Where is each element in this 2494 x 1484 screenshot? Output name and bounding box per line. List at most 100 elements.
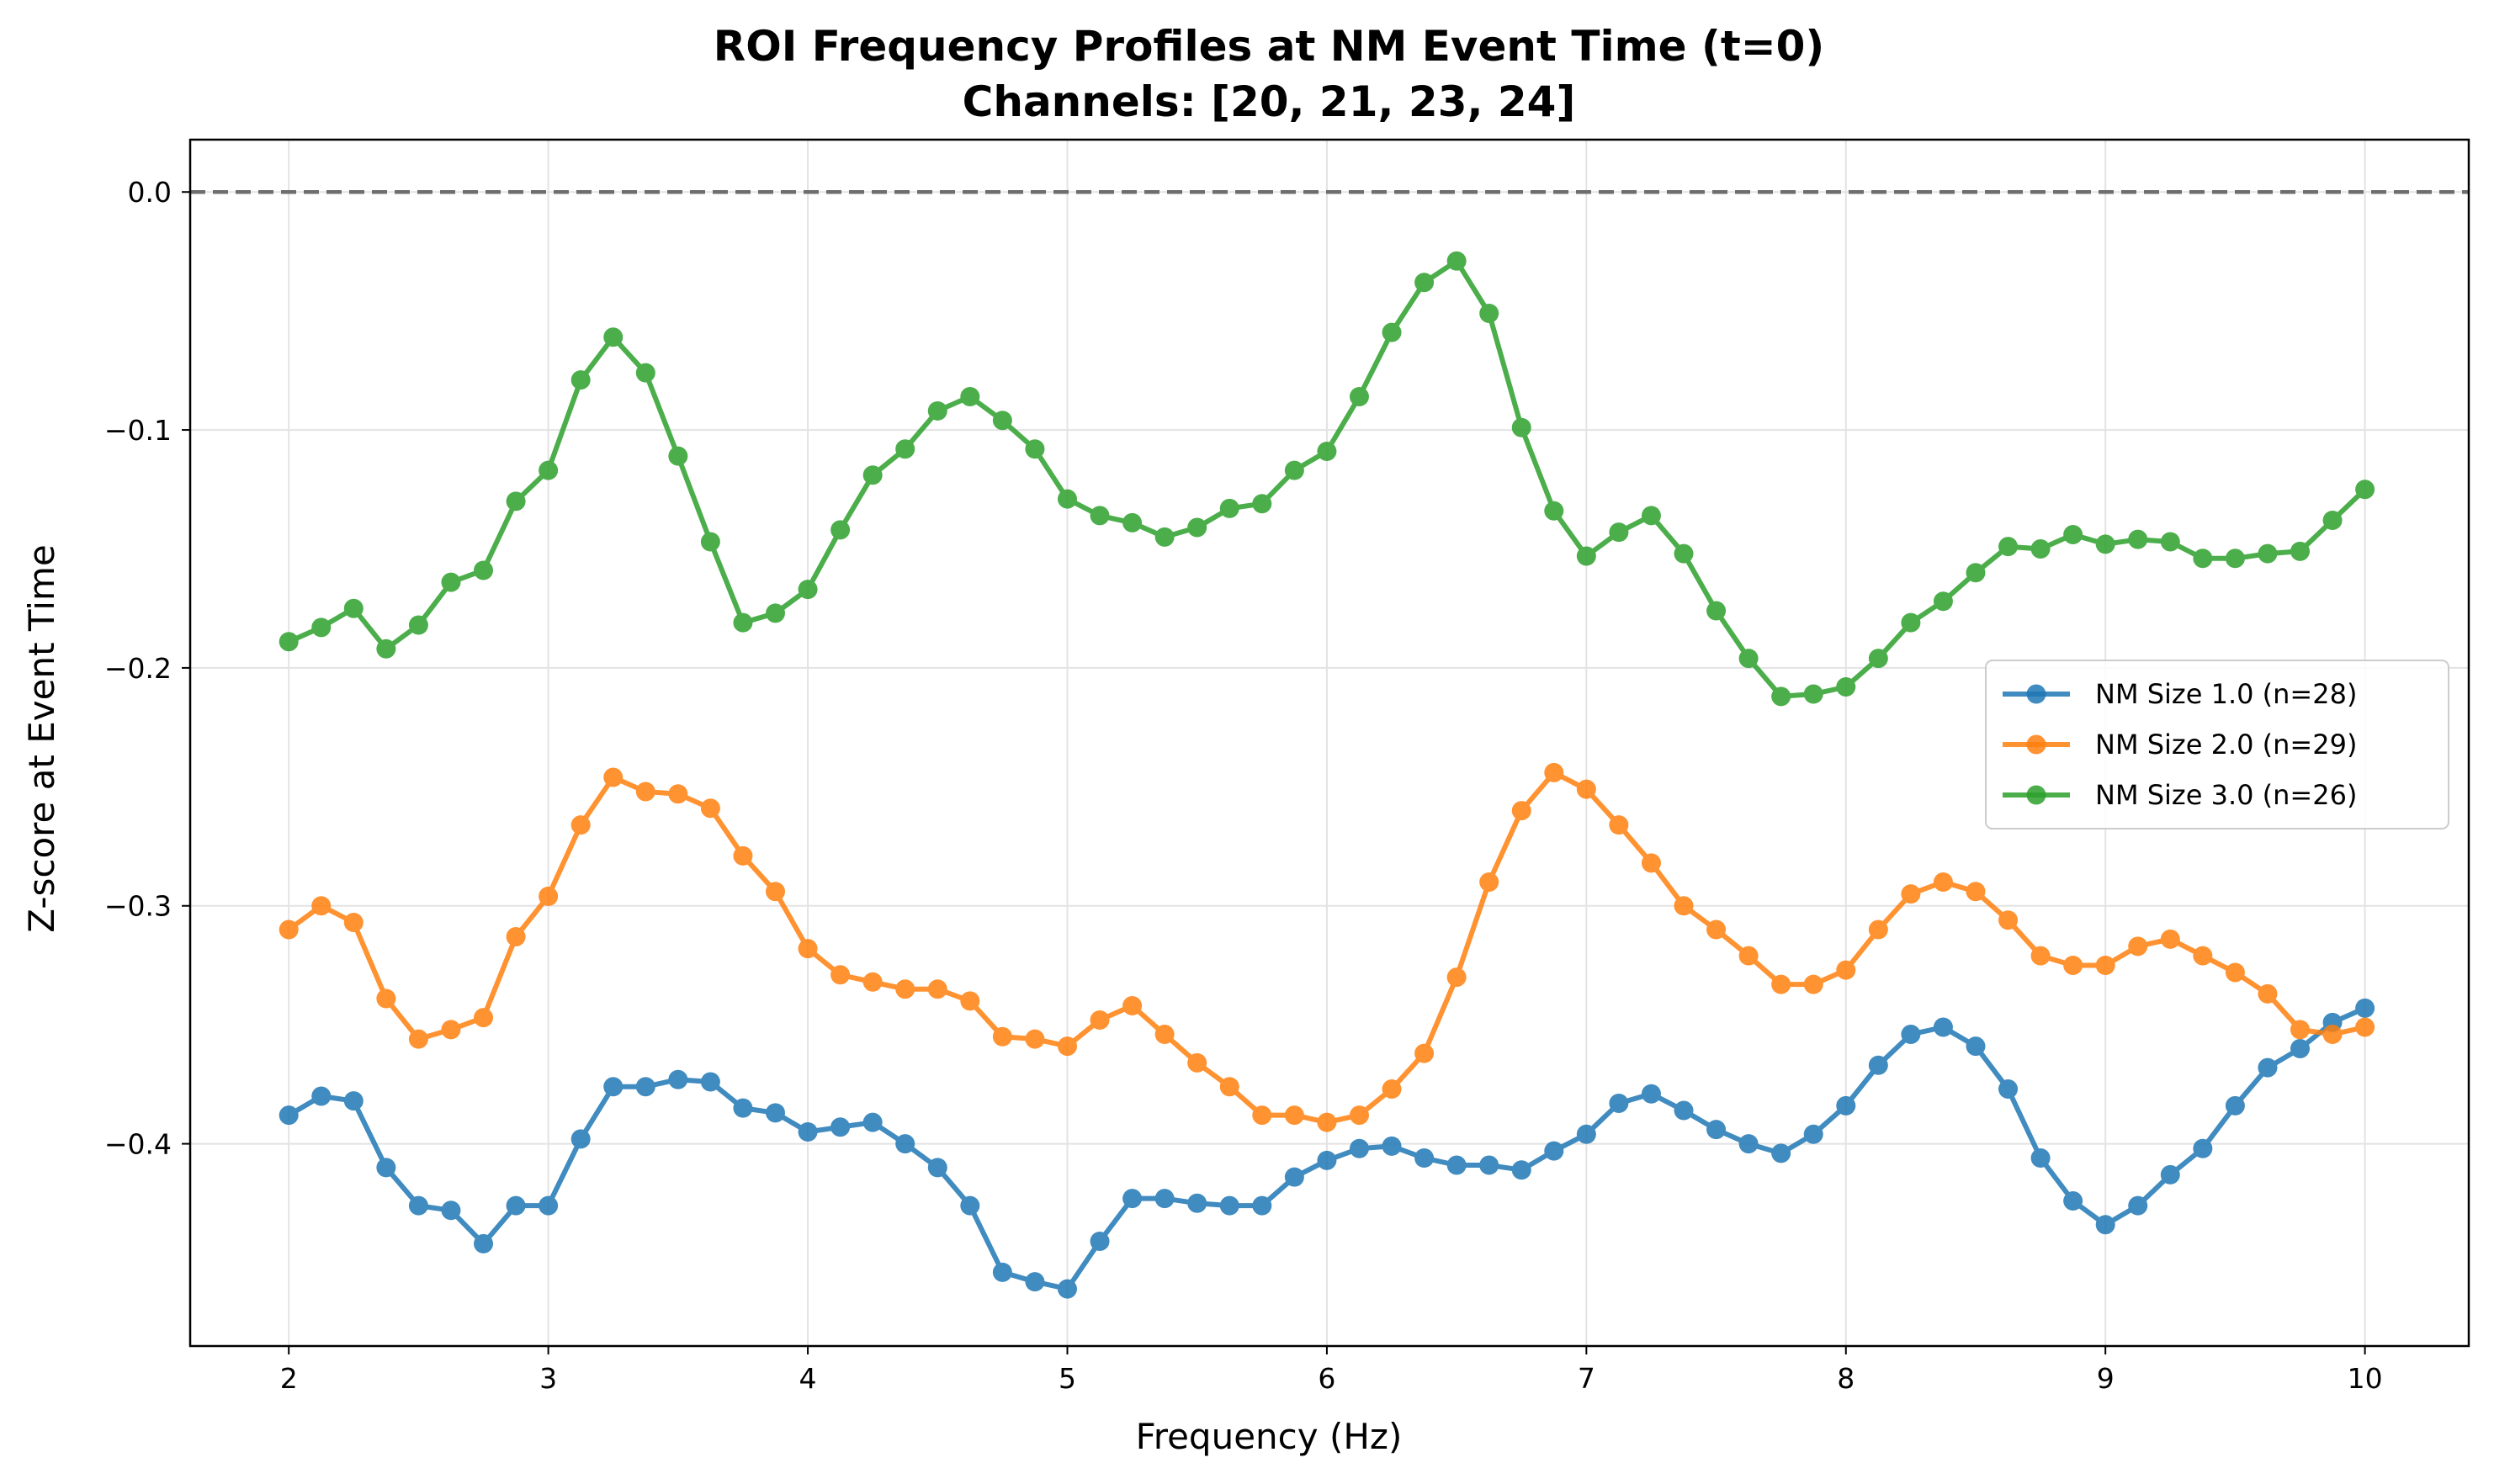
data-point [441, 1020, 461, 1040]
data-point [343, 913, 363, 933]
data-point [1154, 1024, 1175, 1044]
data-point [927, 400, 947, 421]
chart-subtitle: Channels: [20, 21, 23, 24] [963, 77, 1576, 126]
y-axis-label: Z-score at Event Time [21, 544, 62, 932]
data-point [2225, 1095, 2245, 1116]
data-point [1154, 1189, 1175, 1209]
legend-swatch-marker [2026, 684, 2046, 704]
data-point [1446, 967, 1467, 988]
data-point [311, 1086, 332, 1106]
data-point [1479, 303, 1499, 323]
data-point [992, 1262, 1012, 1282]
data-point [2030, 538, 2051, 559]
data-point [1219, 1195, 1239, 1216]
legend: NM Size 1.0 (n=28) NM Size 2.0 (n=29) NM S… [1985, 660, 2449, 829]
data-point [311, 896, 332, 916]
x-axis-ticks: 2 3 4 5 6 7 8 9 10 [280, 1346, 2383, 1395]
data-point [1479, 872, 1499, 892]
data-point [376, 1158, 396, 1178]
data-point [2095, 1215, 2115, 1235]
data-point [1738, 946, 1759, 966]
data-point [2355, 1017, 2375, 1037]
data-point [343, 1091, 363, 1111]
data-point [1090, 1232, 1110, 1252]
data-point [1317, 1150, 1337, 1170]
data-point [2258, 1057, 2278, 1078]
data-point [1414, 1043, 1435, 1063]
data-point [1901, 1024, 1921, 1044]
data-point [2095, 955, 2115, 975]
data-point [668, 446, 688, 466]
data-point [798, 1121, 818, 1142]
data-point [1284, 1167, 1304, 1187]
data-point [1090, 506, 1110, 526]
data-point [1933, 1017, 1953, 1037]
data-point [1025, 1272, 1045, 1292]
data-point [1998, 910, 2019, 930]
data-point [2290, 1038, 2311, 1058]
data-point [408, 1195, 428, 1216]
data-point [1868, 649, 1888, 669]
data-point [539, 460, 559, 480]
legend-label: NM Size 1.0 (n=28) [2095, 678, 2357, 710]
data-point [2128, 529, 2148, 549]
data-point [1122, 996, 1143, 1016]
data-point [441, 572, 461, 592]
data-point [1738, 1134, 1759, 1154]
data-point [1868, 1055, 1888, 1075]
data-point [895, 979, 915, 999]
legend-label: NM Size 3.0 (n=26) [2095, 779, 2357, 811]
data-point [1446, 1155, 1467, 1175]
data-point [1219, 498, 1239, 518]
data-point [1641, 1084, 1661, 1104]
data-point [2193, 946, 2213, 966]
data-point [2322, 511, 2343, 531]
data-point [1901, 884, 1921, 904]
data-point [830, 965, 851, 985]
data-point [1317, 442, 1337, 462]
data-point [1998, 1079, 2019, 1100]
y-tick-label: −0.4 [104, 1128, 172, 1161]
data-point [1154, 527, 1175, 547]
data-point [408, 615, 428, 635]
x-tick-label: 5 [1059, 1362, 1076, 1395]
legend-item: NM Size 2.0 (n=29) [2003, 729, 2357, 761]
data-point [992, 411, 1012, 431]
data-point [1674, 543, 1694, 564]
data-point [441, 1200, 461, 1221]
data-point [1025, 1029, 1045, 1049]
data-point [1544, 1141, 1564, 1161]
series-group [279, 998, 2375, 1299]
data-point [1674, 896, 1694, 916]
data-point [603, 327, 624, 347]
data-point [1609, 1094, 1629, 1114]
data-point [1706, 1120, 1727, 1140]
data-point [1641, 853, 1661, 873]
legend-swatch-marker [2026, 785, 2046, 805]
x-tick-label: 4 [799, 1362, 817, 1395]
data-point [1349, 386, 1369, 406]
data-point [2290, 1020, 2311, 1040]
data-point [635, 363, 655, 383]
data-point [960, 991, 980, 1011]
data-point [1771, 1143, 1791, 1163]
data-point [1771, 686, 1791, 707]
data-point [1738, 649, 1759, 669]
data-point [539, 886, 559, 906]
data-point [1057, 1279, 1077, 1299]
data-point [1382, 1079, 1402, 1100]
data-point [1836, 677, 1856, 697]
data-point [2225, 962, 2245, 983]
series-layer [279, 251, 2375, 1299]
data-point [700, 1072, 720, 1092]
data-point [376, 988, 396, 1009]
data-point [960, 1195, 980, 1216]
data-point [1609, 522, 1629, 543]
data-point [1544, 501, 1564, 521]
data-point [1998, 537, 2019, 557]
data-point [2355, 998, 2375, 1018]
data-point [506, 491, 526, 511]
chart-title: ROI Frequency Profiles at NM Event Time … [714, 22, 1825, 71]
data-point [992, 1026, 1012, 1047]
data-point [1901, 612, 1921, 633]
